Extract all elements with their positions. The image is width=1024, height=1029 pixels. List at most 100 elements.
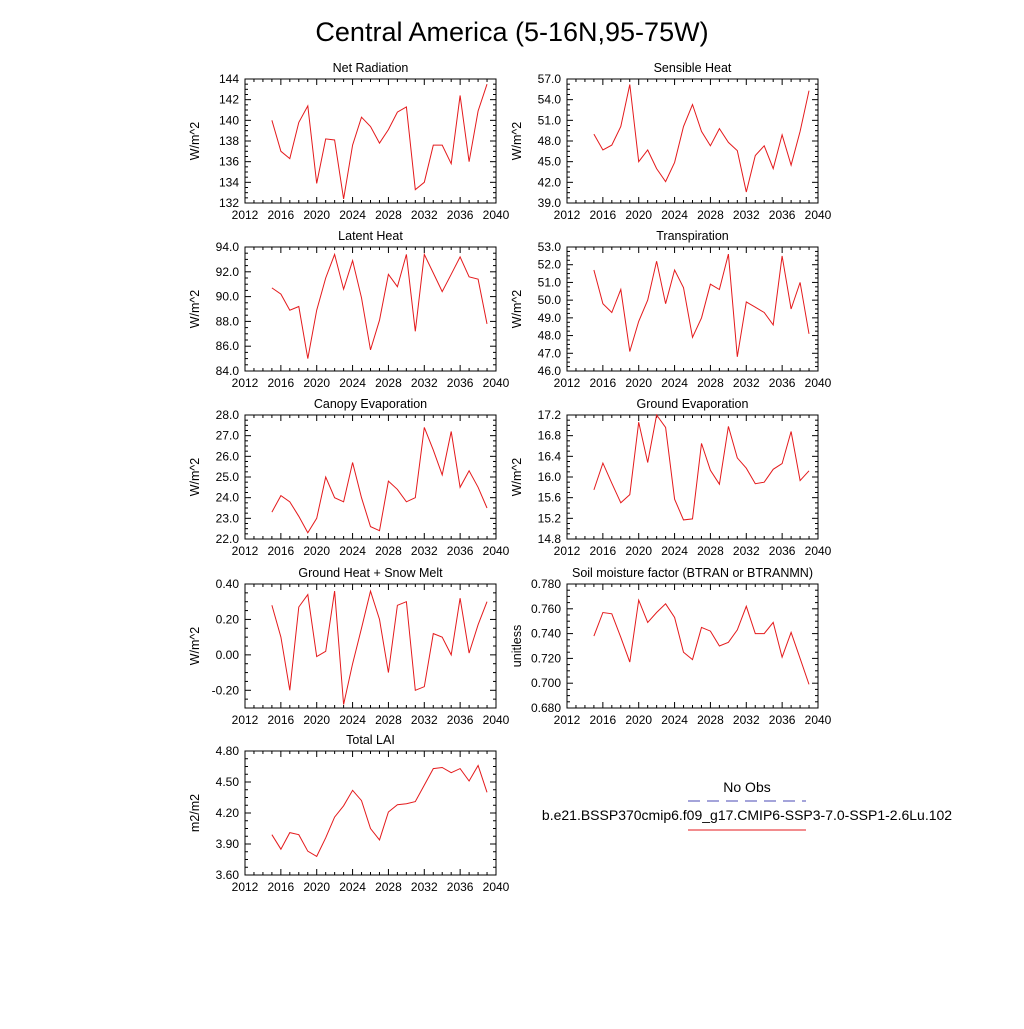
panel-title: Ground Evaporation xyxy=(637,397,749,411)
series-line xyxy=(271,764,488,858)
x-tick-label: 2012 xyxy=(554,544,581,558)
y-tick-label: 53.0 xyxy=(538,240,562,254)
x-tick-label: 2028 xyxy=(697,713,724,727)
x-tick-label: 2032 xyxy=(733,208,760,222)
x-tick-label: 2016 xyxy=(590,544,617,558)
x-tick-label: 2020 xyxy=(625,376,652,390)
x-tick-label: 2024 xyxy=(339,376,366,390)
series-line xyxy=(593,253,810,357)
x-tick-label: 2040 xyxy=(805,713,832,727)
y-tick-label: 94.0 xyxy=(216,240,240,254)
x-tick-label: 2036 xyxy=(447,880,474,894)
y-tick-label: 88.0 xyxy=(216,314,240,328)
x-tick-label: 2012 xyxy=(554,713,581,727)
x-tick-label: 2016 xyxy=(590,713,617,727)
y-tick-label: 132 xyxy=(219,196,239,210)
x-tick-label: 2036 xyxy=(447,544,474,558)
y-tick-label: 23.0 xyxy=(216,511,240,525)
y-tick-label: 46.0 xyxy=(538,364,562,378)
y-tick-label: 0.40 xyxy=(216,577,240,591)
y-tick-label: 0.720 xyxy=(531,651,561,665)
y-tick-label: 144 xyxy=(219,72,239,86)
x-tick-label: 2016 xyxy=(268,713,295,727)
x-tick-label: 2032 xyxy=(733,544,760,558)
panels: 2012 2016 2020 2024 2028 2032 2036 2040 132 134 13… xyxy=(188,61,832,894)
x-tick-label: 2032 xyxy=(411,713,438,727)
y-tick-label: 142 xyxy=(219,93,239,107)
panel-title: Transpiration xyxy=(656,229,729,243)
x-tick-label: 2020 xyxy=(625,544,652,558)
chart-panel: 2012 2016 2020 2024 2028 2032 2036 2040 39.0 42.0… xyxy=(510,61,832,222)
x-tick-label: 2036 xyxy=(447,208,474,222)
x-tick-label: 2032 xyxy=(411,376,438,390)
series-line xyxy=(271,252,488,359)
chart-panel: 2012 2016 2020 2024 2028 2032 2036 2040 132 134 13… xyxy=(188,61,510,222)
y-tick-label: 28.0 xyxy=(216,408,240,422)
x-tick-label: 2032 xyxy=(733,376,760,390)
y-tick-label: 0.740 xyxy=(531,627,561,641)
x-tick-label: 2012 xyxy=(232,544,259,558)
y-tick-label: 24.0 xyxy=(216,491,240,505)
y-tick-label: 48.0 xyxy=(538,134,562,148)
y-axis-label: W/m^2 xyxy=(510,290,524,329)
y-axis-label: unitless xyxy=(510,625,524,667)
series-line xyxy=(271,589,488,705)
y-tick-label: 16.8 xyxy=(538,429,562,443)
x-tick-label: 2040 xyxy=(805,544,832,558)
x-tick-label: 2016 xyxy=(590,376,617,390)
x-tick-label: 2024 xyxy=(339,713,366,727)
y-tick-label: 51.0 xyxy=(538,275,562,289)
x-tick-label: 2028 xyxy=(375,208,402,222)
y-tick-label: 17.2 xyxy=(538,408,562,422)
x-tick-label: 2024 xyxy=(661,713,688,727)
series-line xyxy=(593,598,810,685)
x-tick-label: 2040 xyxy=(483,376,510,390)
x-tick-label: 2040 xyxy=(805,208,832,222)
x-tick-label: 2028 xyxy=(697,544,724,558)
y-tick-label: 25.0 xyxy=(216,470,240,484)
y-tick-label: 42.0 xyxy=(538,175,562,189)
x-tick-label: 2040 xyxy=(483,208,510,222)
y-tick-label: 57.0 xyxy=(538,72,562,86)
y-tick-label: 14.8 xyxy=(538,532,562,546)
x-tick-label: 2020 xyxy=(625,713,652,727)
chart-panel: 2012 2016 2020 2024 2028 2032 2036 2040 14.8 15.2… xyxy=(510,397,832,558)
chart-panel: 2012 2016 2020 2024 2028 2032 2036 2040 22.0 23.0… xyxy=(188,397,510,558)
y-tick-label: 136 xyxy=(219,155,239,169)
x-tick-label: 2016 xyxy=(268,208,295,222)
y-tick-label: 92.0 xyxy=(216,265,240,279)
x-tick-label: 2036 xyxy=(447,713,474,727)
x-tick-label: 2040 xyxy=(483,713,510,727)
x-tick-label: 2040 xyxy=(483,544,510,558)
y-tick-label: 48.0 xyxy=(538,329,562,343)
y-axis-label: W/m^2 xyxy=(188,458,202,497)
y-tick-label: 51.0 xyxy=(538,113,562,127)
y-tick-label: 52.0 xyxy=(538,258,562,272)
chart-panel: 2012 2016 2020 2024 2028 2032 2036 2040 0.680 0.7… xyxy=(510,566,832,727)
y-tick-label: 4.20 xyxy=(216,806,240,820)
x-tick-label: 2012 xyxy=(232,376,259,390)
x-tick-label: 2028 xyxy=(375,544,402,558)
x-tick-label: 2024 xyxy=(661,376,688,390)
x-tick-label: 2016 xyxy=(590,208,617,222)
y-tick-label: 45.0 xyxy=(538,155,562,169)
y-tick-label: 0.760 xyxy=(531,602,561,616)
y-tick-label: 27.0 xyxy=(216,429,240,443)
x-tick-label: 2028 xyxy=(375,880,402,894)
y-tick-label: 86.0 xyxy=(216,339,240,353)
chart-panel: 2012 2016 2020 2024 2028 2032 2036 2040 3.60 3.90… xyxy=(188,733,510,894)
y-tick-label: 22.0 xyxy=(216,532,240,546)
x-tick-label: 2028 xyxy=(375,376,402,390)
x-tick-label: 2032 xyxy=(411,544,438,558)
x-tick-label: 2020 xyxy=(303,544,330,558)
y-tick-label: 54.0 xyxy=(538,93,562,107)
y-tick-label: 4.50 xyxy=(216,775,240,789)
y-tick-label: -0.20 xyxy=(212,683,240,697)
panel-title: Soil moisture factor (BTRAN or BTRANMN) xyxy=(572,566,813,580)
x-tick-label: 2028 xyxy=(697,376,724,390)
panel-title: Total LAI xyxy=(346,733,395,747)
y-tick-label: 15.2 xyxy=(538,511,562,525)
x-tick-label: 2020 xyxy=(303,713,330,727)
x-tick-label: 2036 xyxy=(769,544,796,558)
